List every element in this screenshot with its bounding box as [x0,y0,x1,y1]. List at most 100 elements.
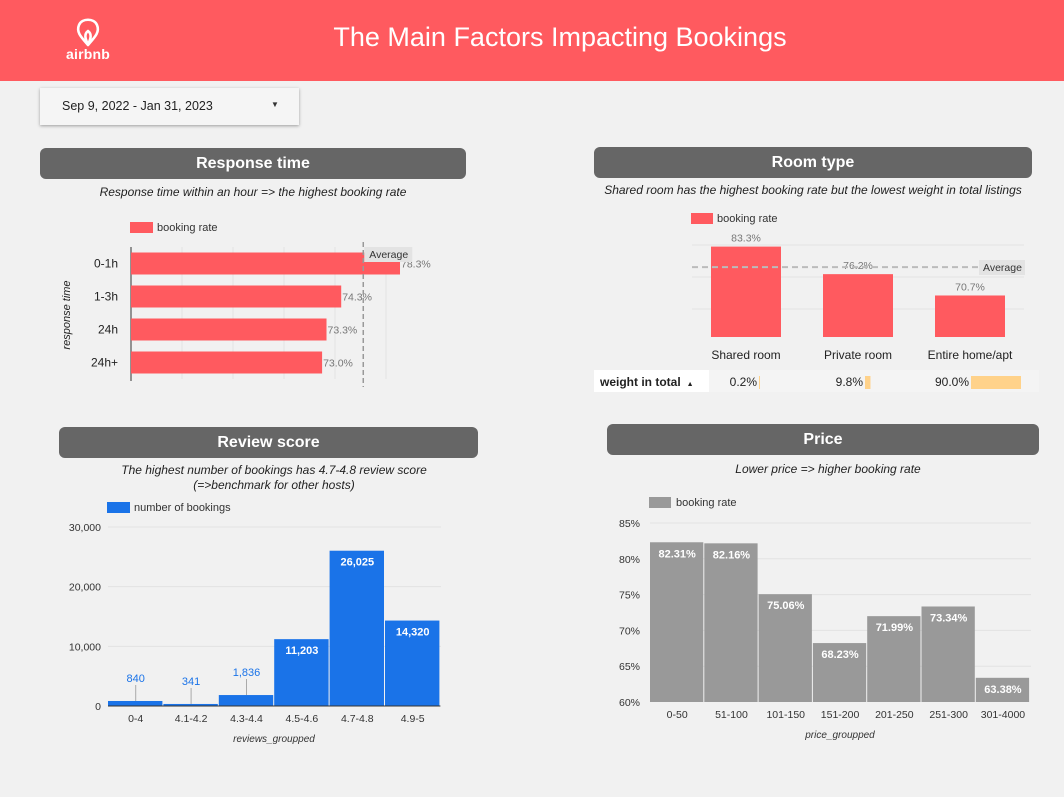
data-label: 341 [182,676,200,688]
y-tick-label: 30,000 [69,522,101,534]
legend-label: booking rate [676,497,737,509]
bar [704,543,758,702]
category-label: 101-150 [766,709,805,721]
y-tick-label: 75% [619,590,640,602]
x-axis-label: price_groupped [804,730,875,741]
category-label: 0-4 [128,713,143,725]
weight-value: 9.8% [836,375,864,389]
review-score-subtitle-line2: (=>benchmark for other hosts) [193,478,355,492]
category-label: 0-1h [94,257,118,271]
bar [274,639,329,706]
category-label: 4.7-4.8 [341,713,374,725]
bar [131,285,342,308]
data-label: 14,320 [396,627,430,639]
y-tick-label: 65% [619,661,640,673]
page-title: The Main Factors Impacting Bookings [333,22,787,52]
weight-header-label: weight in total [600,375,681,389]
sort-ascending-icon: ▲ [686,381,694,388]
data-label: 73.3% [328,325,358,337]
bar [329,550,384,706]
bar [935,295,1005,337]
room-type-subtitle: Shared room has the highest booking rate… [604,183,1022,197]
weight-value: 90.0% [935,375,969,389]
y-tick-label: 0 [95,701,101,713]
weight-in-total-header[interactable]: weight in total ▲ [594,370,709,392]
weight-bar [865,376,871,389]
category-label: 301-4000 [981,709,1026,721]
data-label: 71.99% [876,622,914,634]
review-score-title: Review score [59,427,478,458]
y-tick-label: 20,000 [69,582,101,594]
bar [218,695,274,706]
legend-swatch [107,502,130,513]
average-tag [364,247,413,262]
bar [758,594,812,702]
y-tick-label: 85% [619,518,640,530]
response-time-title: Response time [40,148,466,179]
category-label: 4.3-4.4 [230,713,263,725]
dropdown-caret-icon: ▼ [271,100,279,109]
review-score-chart: number of bookings 0 10,000 20,000 30,000 840… [69,502,441,745]
category-label: Entire home/apt [928,348,1013,362]
category-label: 151-200 [821,709,860,721]
bar [650,542,704,702]
bar [131,351,323,374]
bar [867,616,921,702]
legend-swatch [691,213,713,224]
price-title: Price [607,424,1039,455]
average-label: Average [983,262,1022,274]
data-label: 840 [127,673,145,685]
category-label: 1-3h [94,290,118,304]
date-range-value: Sep 9, 2022 - Jan 31, 2023 [62,99,213,113]
data-label: 76.2% [843,260,873,272]
bar [131,318,327,341]
y-tick-label: 10,000 [69,641,101,653]
category-label: 251-300 [929,709,968,721]
category-label: Shared room [711,348,780,362]
response-time-subtitle: Response time within an hour => the high… [99,185,407,199]
legend-swatch [649,497,671,508]
category-label: 201-250 [875,709,914,721]
weight-row: 0.2% 9.8% 90.0% [709,370,1039,392]
data-label: 82.31% [658,548,696,560]
y-axis-label: response time [61,280,73,349]
x-axis-label: reviews_groupped [233,734,315,745]
header-bar: airbnb The Main Factors Impacting Bookin… [0,0,1064,81]
bar [975,677,1030,702]
category-label: 24h+ [91,356,118,370]
category-label: 0-50 [667,709,688,721]
bar [812,643,867,702]
date-range-picker[interactable]: Sep 9, 2022 - Jan 31, 2023 ▼ [40,88,299,125]
legend-swatch [130,222,153,233]
category-label: 24h [98,323,118,337]
bar [385,620,440,706]
data-label: 63.38% [984,684,1022,696]
price-subtitle: Lower price => higher booking rate [735,462,921,476]
airbnb-logo-icon [76,18,100,47]
bar [131,252,401,275]
category-label: 4.9-5 [401,713,425,725]
data-label: 74.3% [342,292,372,304]
data-label: 83.3% [731,233,761,245]
legend-label: booking rate [717,213,778,225]
weight-bar [759,376,760,389]
legend-label: booking rate [157,222,218,234]
data-label: 75.06% [767,600,805,612]
weight-bar [971,376,1021,389]
bar [823,274,893,337]
price-chart: booking rate 60% 65% 70% 75% 80% 85% 82.31% 0-50… [619,497,1031,741]
room-type-chart: booking rate 83.3% Shared room 76.2% Private… [691,213,1025,362]
data-label: 1,836 [233,667,261,679]
average-tag [979,260,1025,275]
bar [711,246,781,337]
bar [108,700,163,706]
logo-text: airbnb [66,46,110,62]
data-label: 70.7% [955,281,985,293]
bar [921,606,975,702]
legend-label: number of bookings [134,502,231,514]
category-label: Private room [824,348,892,362]
data-label: 82.16% [713,549,751,561]
y-tick-label: 60% [619,697,640,709]
data-label: 73.0% [323,358,353,370]
